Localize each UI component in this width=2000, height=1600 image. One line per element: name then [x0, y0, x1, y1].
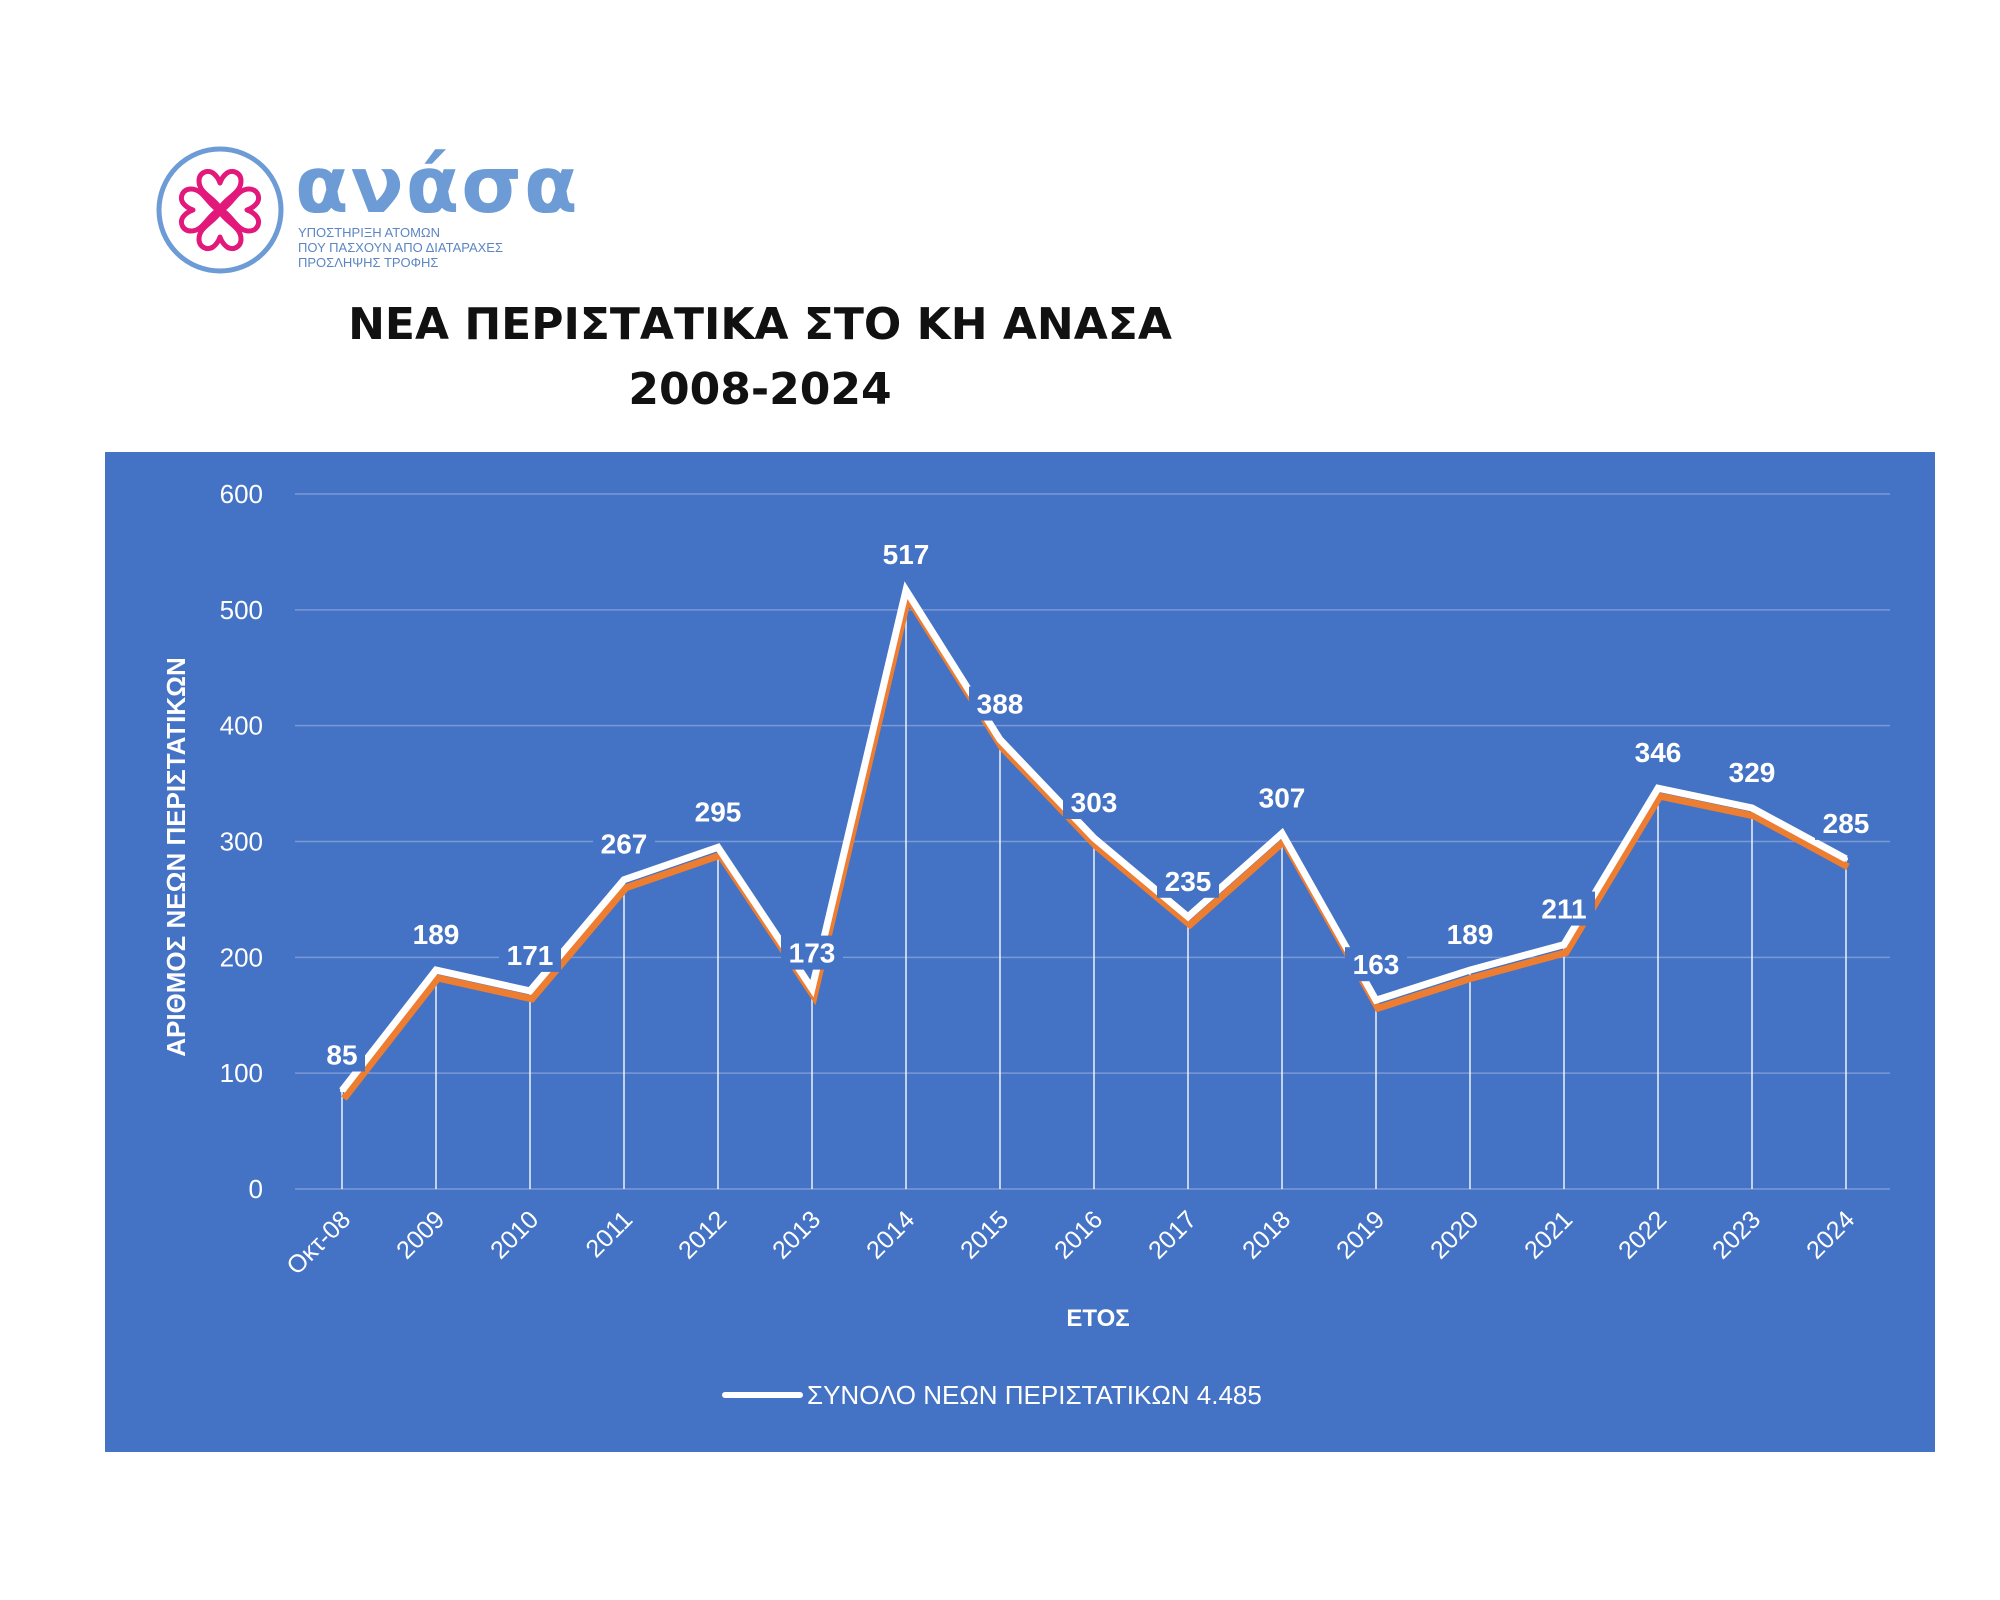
legend-label: ΣΥΝΟΛΟ ΝΕΩΝ ΠΕΡΙΣΤΑΤΙΚΩΝ 4.485: [807, 1380, 1262, 1410]
series-line: [339, 581, 1850, 1101]
series-line-shadow: [341, 589, 1850, 1101]
legend: ΣΥΝΟΛΟ ΝΕΩΝ ΠΕΡΙΣΤΑΤΙΚΩΝ 4.485: [722, 1380, 1262, 1410]
y-tick-label: 400: [220, 711, 263, 741]
data-label: 285: [1823, 808, 1870, 839]
data-label-bg: [1345, 947, 1407, 982]
data-label: 295: [695, 796, 742, 827]
x-axis-title: ΕΤΟΣ: [1066, 1305, 1129, 1332]
data-label: 189: [1447, 919, 1494, 950]
data-label-bg: [319, 1037, 365, 1072]
data-label-bg: [1815, 805, 1877, 840]
page-subtitle: 2008-2024: [628, 364, 892, 415]
data-label-bg: [687, 794, 749, 829]
data-point: [904, 588, 908, 593]
data-label-bg: [969, 686, 1031, 721]
data-label-bg: [499, 937, 561, 972]
data-label-bg: [781, 935, 843, 970]
data-label: 303: [1071, 787, 1118, 818]
data-point: [434, 968, 438, 973]
page-title: ΝΕΑ ΠΕΡΙΣΤΑΤΙΚΑ ΣΤΟ ΚΗ ΑΝΑΣΑ: [348, 299, 1172, 350]
data-label: 517: [883, 539, 930, 570]
data-point: [1750, 805, 1754, 810]
data-label-bg: [1157, 863, 1219, 898]
data-point: [810, 986, 814, 991]
data-label-bg: [1627, 735, 1689, 770]
y-tick-label: 600: [220, 479, 263, 509]
y-tick-label: 200: [220, 942, 263, 972]
data-label-bg: [1533, 891, 1595, 926]
data-point: [998, 737, 1002, 742]
data-label: 267: [601, 829, 648, 860]
logo-tagline: ΥΠΟΣΤΗΡΙΞΗ ΑΤΟΜΩΝ ΠΟΥ ΠΑΣΧΟΥΝ ΑΠΟ ΔΙΑΤΑΡ…: [298, 225, 503, 270]
data-label-bg: [875, 537, 937, 572]
data-point: [1186, 914, 1190, 919]
logo-tagline-line: ΠΟΥ ΠΑΣΧΟΥΝ ΑΠΟ ΔΙΑΤΑΡΑΧΕΣ: [298, 240, 504, 255]
data-point: [340, 1088, 344, 1093]
data-label: 173: [789, 938, 836, 969]
data-point: [528, 988, 532, 993]
y-tick-label: 500: [220, 595, 263, 625]
y-axis-title: ΑΡΙΘΜΟΣ ΝΕΩΝ ΠΕΡΙΣΤΑΤΙΚΩΝ: [161, 657, 191, 1057]
data-label-bg: [1063, 785, 1125, 820]
line-chart: 0 100 200 300 400 500 600 85 189 171 267 295 173 517…: [105, 452, 1935, 1452]
data-label: 235: [1165, 866, 1212, 897]
title-block: ΝΕΑ ΠΕΡΙΣΤΑΤΙΚΑ ΣΤΟ ΚΗ ΑΝΑΣΑ 2008-2024: [0, 295, 1520, 425]
data-label: 85: [326, 1040, 357, 1071]
data-label: 163: [1353, 949, 1400, 980]
logo-tagline-line: ΠΡΟΣΛΗΨΗΣ ΤΡΟΦΗΣ: [298, 255, 439, 270]
data-label-bg: [593, 826, 655, 861]
logo-tagline-line: ΥΠΟΣΤΗΡΙΞΗ ΑΤΟΜΩΝ: [298, 225, 441, 240]
data-point: [1468, 968, 1472, 973]
data-label-bg: [1721, 754, 1783, 789]
clover-logo-icon: [156, 146, 284, 274]
y-tick-label: 100: [220, 1058, 263, 1088]
data-point: [1092, 836, 1096, 841]
data-label: 388: [977, 689, 1024, 720]
data-labels: 85 189 171 267 295 173 517 388 303 235 307 163 189 21…: [319, 537, 1877, 1072]
data-label: 211: [1541, 894, 1586, 925]
data-point: [622, 877, 626, 882]
logo: ανάσα ΥΠΟΣΤΗΡΙΞΗ ΑΤΟΜΩΝ ΠΟΥ ΠΑΣΧΟΥΝ ΑΠΟ …: [155, 145, 578, 280]
y-tick-label: 300: [220, 827, 263, 857]
y-axis-tick-labels: 0 100 200 300 400 500 600: [220, 479, 263, 1204]
data-label: 171: [507, 940, 554, 971]
logo-wordmark: ανάσα: [295, 141, 580, 231]
data-point: [1656, 786, 1660, 791]
data-point: [1280, 831, 1284, 836]
drop-lines: [341, 590, 1847, 1189]
data-point: [1562, 942, 1566, 947]
data-label-bg: [1251, 780, 1313, 815]
data-point: [1844, 856, 1848, 861]
chart-background: [105, 452, 1935, 1452]
data-label: 189: [413, 919, 460, 950]
data-label: 346: [1635, 737, 1682, 768]
data-label-bg: [405, 917, 467, 952]
data-label: 307: [1259, 782, 1306, 813]
data-point: [1374, 998, 1378, 1003]
data-label: 329: [1729, 757, 1776, 788]
y-tick-label: 0: [249, 1174, 263, 1204]
data-label-bg: [1439, 917, 1501, 952]
data-point: [716, 845, 720, 850]
